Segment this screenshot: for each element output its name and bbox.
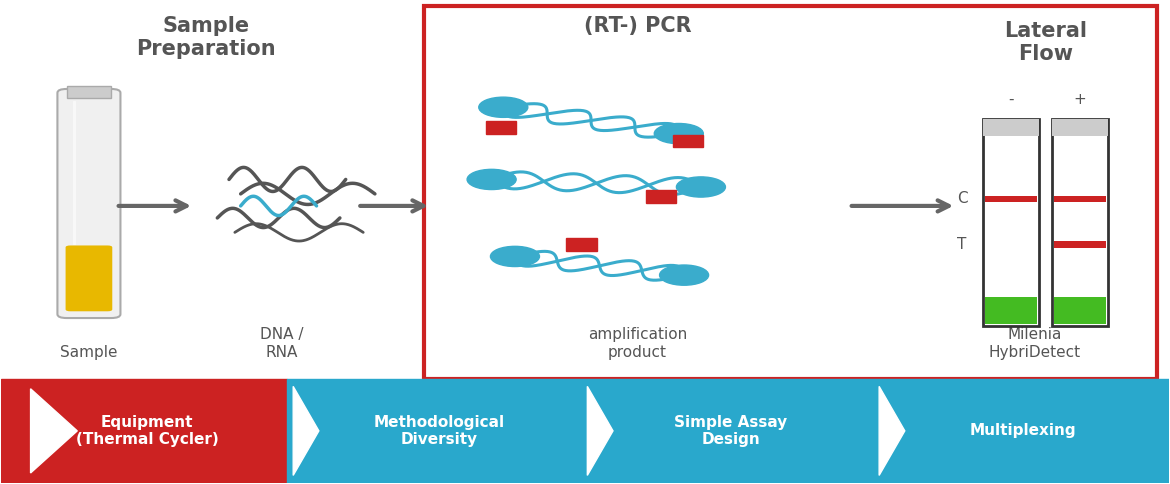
Text: amplification
product: amplification product: [587, 328, 687, 360]
Circle shape: [676, 177, 725, 197]
Circle shape: [467, 169, 516, 190]
Bar: [1054, 242, 1106, 248]
Text: Lateral
Flow: Lateral Flow: [1005, 21, 1088, 64]
Bar: [288, 379, 1169, 483]
Text: Sample
Preparation: Sample Preparation: [136, 16, 275, 59]
Text: Milenia
HybriDetect: Milenia HybriDetect: [989, 328, 1080, 360]
Bar: [646, 190, 676, 202]
Text: +: +: [1074, 92, 1086, 107]
Bar: [985, 297, 1037, 324]
Text: (RT-) PCR: (RT-) PCR: [584, 16, 691, 36]
Bar: [67, 86, 111, 98]
Circle shape: [479, 97, 528, 117]
Circle shape: [490, 246, 539, 267]
Circle shape: [654, 123, 703, 144]
Bar: [1052, 119, 1108, 136]
Polygon shape: [30, 389, 77, 473]
Bar: [1054, 297, 1106, 324]
Text: Methodological
Diversity: Methodological Diversity: [373, 415, 504, 447]
Text: T: T: [957, 237, 966, 252]
Bar: [983, 119, 1039, 326]
Bar: [1054, 196, 1106, 202]
Text: Equipment
(Thermal Cycler): Equipment (Thermal Cycler): [76, 415, 219, 447]
Bar: [486, 121, 516, 134]
Bar: [1052, 119, 1108, 326]
Polygon shape: [879, 386, 904, 475]
Bar: [985, 196, 1037, 202]
Bar: [1, 379, 288, 483]
Polygon shape: [587, 386, 613, 475]
Text: C: C: [957, 192, 968, 207]
FancyBboxPatch shape: [57, 89, 121, 318]
Bar: [566, 238, 597, 251]
Text: Multiplexing: Multiplexing: [970, 424, 1076, 439]
Text: Simple Assay
Design: Simple Assay Design: [674, 415, 787, 447]
Bar: [424, 6, 1157, 379]
Polygon shape: [294, 386, 319, 475]
Text: -: -: [1009, 92, 1013, 107]
Text: DNA /
RNA: DNA / RNA: [260, 328, 303, 360]
Text: Sample: Sample: [60, 345, 118, 360]
FancyBboxPatch shape: [66, 245, 112, 311]
Circle shape: [660, 265, 709, 285]
Bar: [673, 135, 703, 147]
Bar: [983, 119, 1039, 136]
